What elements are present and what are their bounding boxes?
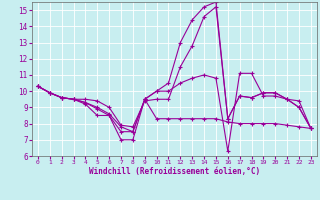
X-axis label: Windchill (Refroidissement éolien,°C): Windchill (Refroidissement éolien,°C) bbox=[89, 167, 260, 176]
